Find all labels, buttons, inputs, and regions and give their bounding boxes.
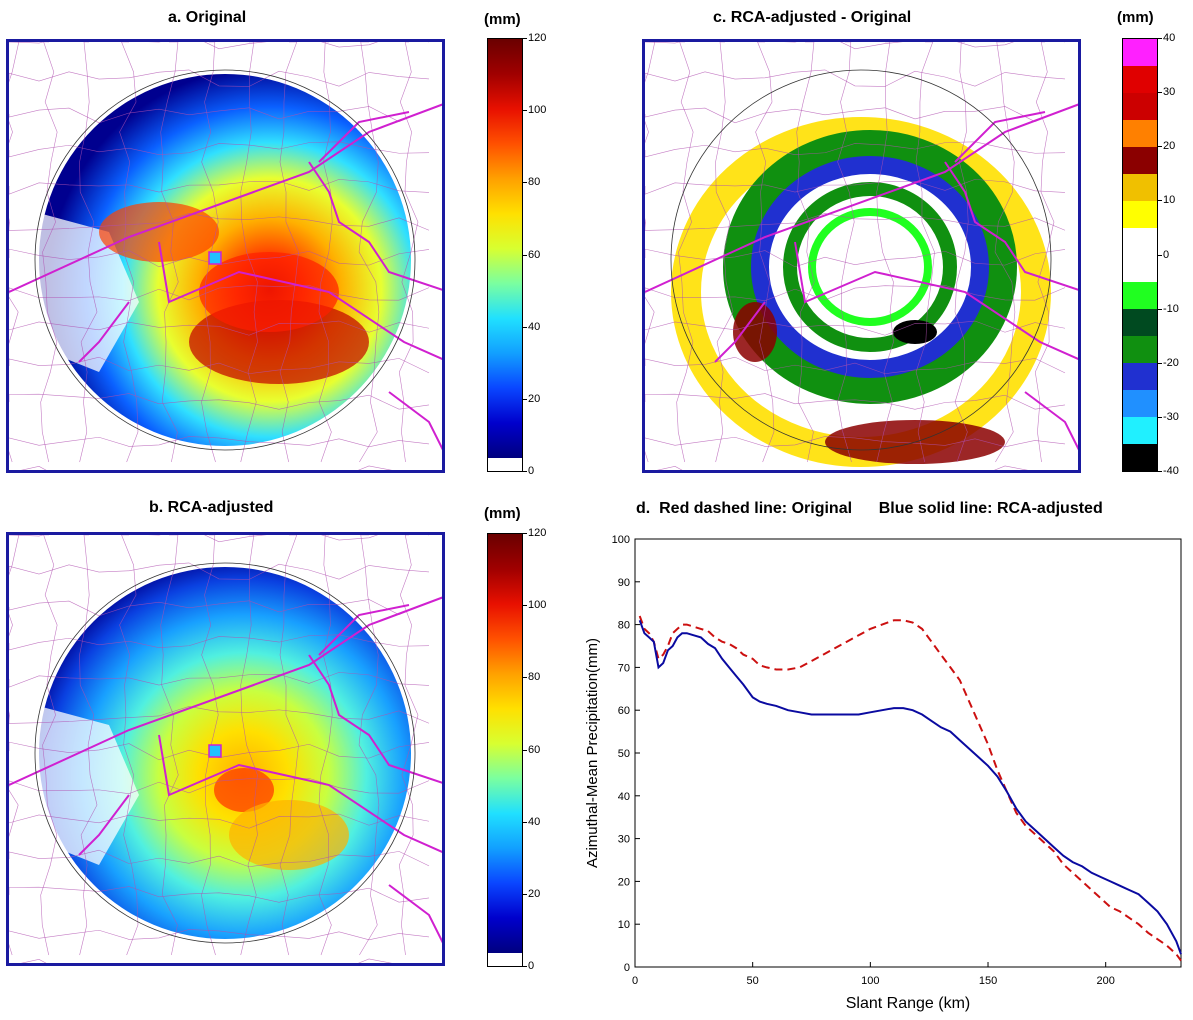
y-axis-label: Azimuthal-Mean Precipitation(mm)	[584, 638, 601, 868]
colorbar-tick-label: 60	[522, 743, 541, 756]
colorbar-tick-label: 20	[522, 887, 541, 900]
colorbar-tick-label: 40	[522, 815, 541, 828]
x-tick-label: 50	[747, 975, 759, 987]
panel-d-title: d. Red dashed line: Original Blue solid …	[636, 500, 1103, 517]
series-line-rca-adjusted	[638, 619, 1182, 955]
difference-field	[671, 117, 1051, 467]
x-tick-label: 200	[1097, 975, 1115, 987]
x-tick-label: 0	[632, 975, 638, 987]
radar-range-ring	[34, 69, 416, 451]
x-tick-label: 150	[979, 975, 997, 987]
line-chart-svg: 0 50 100 150 200 0 10 20 30 40 50 60 70 80 90 100 Slant …	[584, 534, 1182, 1012]
state-boundaries	[645, 103, 1078, 451]
colorbar-tick-label: 20	[1157, 140, 1176, 153]
panel-c-difference-map	[642, 39, 1081, 473]
panel-c-colorbar: 40 30 20 10 0 -10 -20 -30 -40	[1122, 33, 1179, 477]
county-boundaries	[645, 42, 1066, 470]
panel-b-title: b. RCA-adjusted	[149, 499, 274, 516]
radar-site-marker	[208, 251, 222, 265]
panel-a-radar-map	[6, 39, 445, 473]
colorbar-tick-label: 0	[522, 465, 535, 477]
panel-c-title: c. RCA-adjusted - Original	[713, 9, 912, 26]
plot-area	[634, 538, 1182, 968]
radar-site-marker	[208, 744, 222, 758]
colorbar-tick-label: 80	[522, 671, 541, 684]
colorbar-tick-label: 20	[522, 392, 541, 405]
series-line-original	[638, 615, 1182, 962]
colorbar-tick-label: 100	[522, 104, 547, 117]
colorbar-tick-label: 100	[522, 599, 547, 612]
colorbar-tick-label: 40	[522, 320, 541, 333]
county-boundaries	[9, 535, 430, 963]
state-boundaries	[9, 103, 442, 451]
panel-b-radar-map	[6, 532, 445, 966]
colorbar-tick-label: 30	[1157, 86, 1176, 99]
panel-c-unit: (mm)	[1117, 9, 1154, 26]
colorbar-tick-label: 80	[522, 176, 541, 189]
colorbar-tick-label: 120	[522, 32, 547, 44]
state-boundaries	[9, 596, 442, 944]
y-tick-label: 30	[618, 834, 630, 846]
colorbar-tick-label: -40	[1158, 465, 1179, 477]
y-tick-label: 80	[618, 620, 630, 632]
panel-d-line-chart: 0 50 100 150 200 0 10 20 30 40 50 60 70 80 90 100 Slant …	[580, 528, 1193, 1015]
panel-a-unit: (mm)	[484, 11, 521, 28]
county-boundaries	[9, 42, 430, 470]
y-tick-label: 0	[624, 962, 630, 974]
colorbar-tick-label: 10	[1157, 194, 1176, 207]
y-tick-label: 50	[618, 748, 630, 760]
colorbar-tick-label: 40	[1157, 32, 1176, 44]
y-tick-label: 60	[618, 705, 630, 717]
colorbar-tick-label: -10	[1158, 302, 1179, 315]
colorbar-tick-label: 60	[522, 248, 541, 261]
y-tick-label: 70	[618, 662, 630, 674]
colorbar-tick-label: -20	[1158, 356, 1179, 369]
y-tick-label: 90	[618, 577, 630, 589]
y-tick-label: 20	[618, 876, 630, 888]
colorbar-tick-label: 0	[1157, 248, 1170, 261]
radar-range-ring	[670, 69, 1052, 451]
colorbar-tick-label: -30	[1158, 410, 1179, 423]
x-tick-label: 100	[861, 975, 879, 987]
radar-range-ring	[34, 562, 416, 944]
colorbar-tick-label: 120	[522, 527, 547, 539]
panel-a-title: a. Original	[168, 9, 247, 26]
panel-a-colorbar: 0 20 40 60 80 100 120	[487, 33, 546, 477]
y-tick-label: 40	[618, 791, 630, 803]
colorbar-tick-label: 0	[522, 960, 535, 972]
x-axis-label: Slant Range (km)	[846, 995, 971, 1012]
y-tick-label: 10	[618, 919, 630, 931]
panel-b-unit: (mm)	[484, 505, 521, 522]
panel-b-colorbar: 0 20 40 60 80 100 120	[487, 528, 546, 972]
y-tick-label: 100	[612, 534, 630, 546]
